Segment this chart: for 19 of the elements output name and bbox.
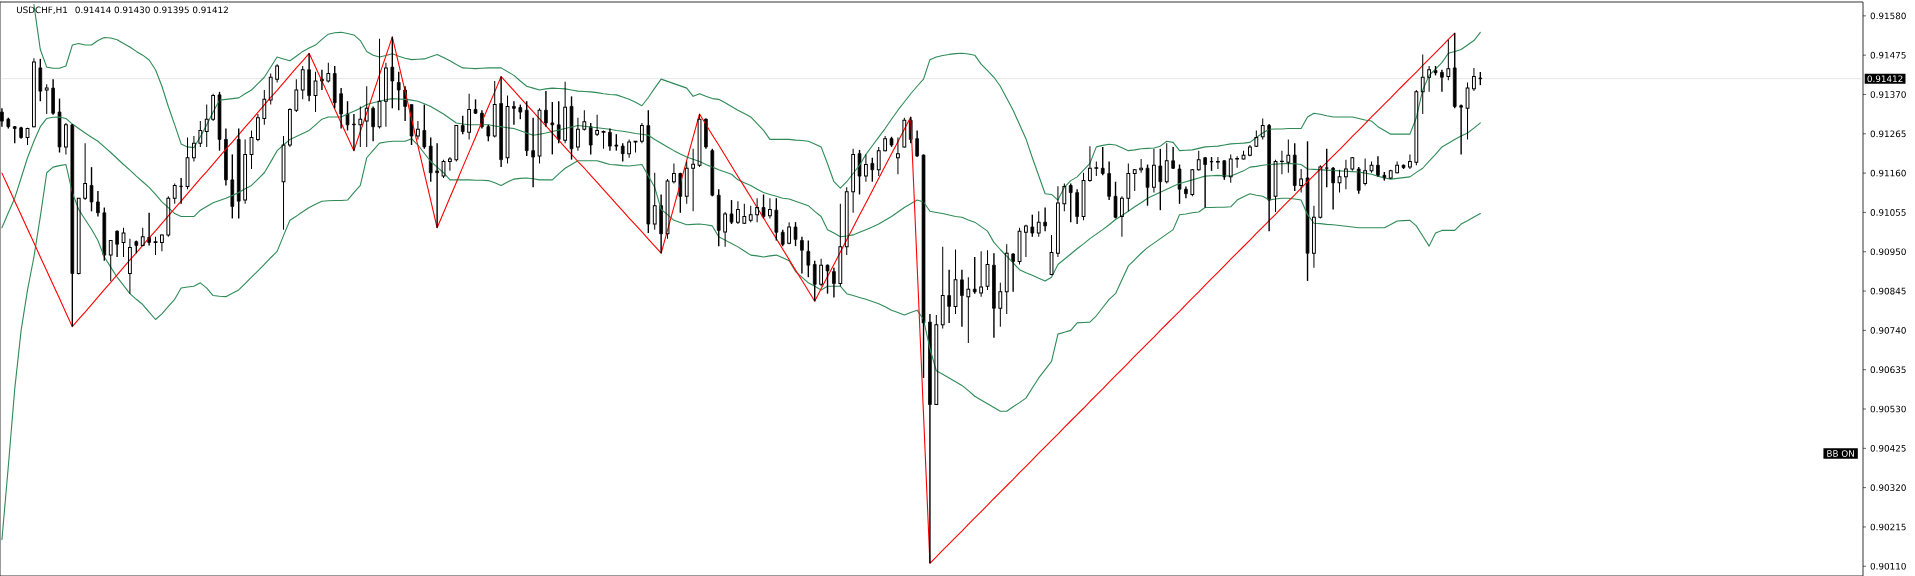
chart-subtitle: 0.91414 0.91430 0.91395 0.91412 xyxy=(75,6,228,14)
y-tick-label: 0.91580 xyxy=(1870,12,1906,20)
text: BB ON xyxy=(1827,450,1854,457)
y-tick-label: 0.90110 xyxy=(1870,562,1906,570)
chart-title: USDCHF,H1 xyxy=(16,6,68,15)
y-tick-label: 0.90425 xyxy=(1870,445,1906,452)
y-tick-label: 0.91160 xyxy=(1870,169,1906,177)
y-tick-label: 0.90950 xyxy=(1870,248,1906,256)
y-tick-label: 0.90530 xyxy=(1870,405,1906,413)
y-tick-label: 0.90845 xyxy=(1870,287,1906,295)
y-tick-label: 0.91055 xyxy=(1870,209,1906,216)
y-tick-label: 0.90740 xyxy=(1870,327,1906,334)
y-tick-label: 0.91265 xyxy=(1870,130,1906,138)
y-tick-label: 0.91370 xyxy=(1870,91,1906,98)
y-tick-label: 0.91475 xyxy=(1870,51,1906,59)
y-tick-label: 0.90320 xyxy=(1870,484,1906,491)
ref-line-label: 0.91412 xyxy=(1867,75,1903,83)
y-tick-label: 0.90635 xyxy=(1870,366,1906,374)
y-tick-label: 0.90215 xyxy=(1870,523,1906,531)
